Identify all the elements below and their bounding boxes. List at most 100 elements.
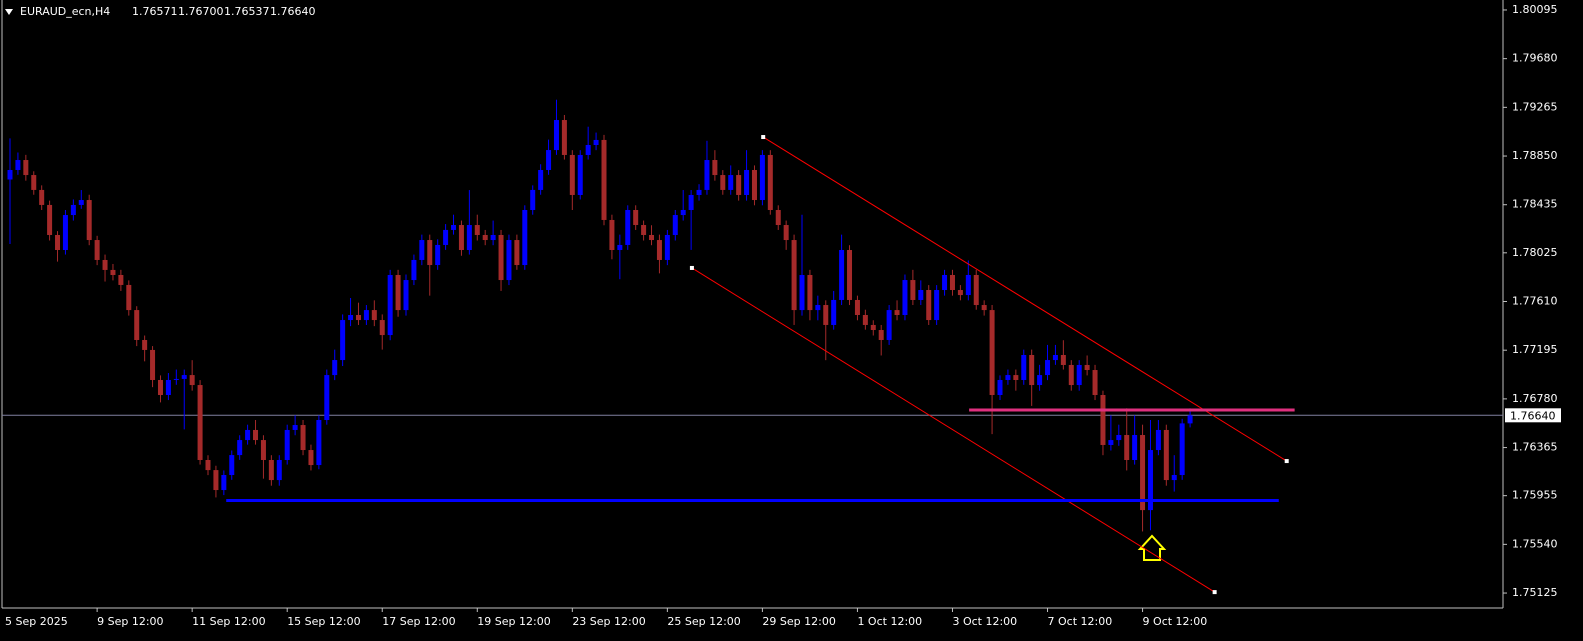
x-tick-label: 15 Sep 12:00 [287,615,360,628]
candle-body [23,160,29,176]
candle-body [593,139,599,146]
candle-body [213,470,219,491]
candle-body [458,225,464,251]
candle-body [728,175,734,190]
candle-body [775,209,781,226]
candle-body [173,378,179,380]
candle-body [1068,364,1074,386]
candle-body [78,200,84,205]
candle-body [894,310,900,315]
x-tick-label: 29 Sep 12:00 [762,615,835,628]
chart-title: EURAUD_ecn,H4 [20,5,110,18]
current-price-label: 1.76640 [1510,409,1556,422]
candle-body [561,120,567,155]
candle-body [704,160,710,190]
candle-body [1084,364,1090,371]
candle-body [181,375,187,379]
candle-body [649,234,655,241]
y-tick-label: 1.77195 [1512,343,1558,356]
candle-body [751,169,757,201]
candle-body [1021,355,1027,380]
candle-body [403,280,409,311]
candle-body [110,269,116,275]
candle-body [1155,429,1161,451]
candle-body [15,160,21,170]
candle-body [569,154,575,195]
candle-body [482,234,488,241]
candle-body [656,240,662,260]
candle-body [1171,475,1177,481]
candle-body [973,274,979,306]
candle-body [324,375,330,420]
trend-anchor [1284,459,1289,464]
candle-body [379,320,385,336]
candle-body [31,175,37,190]
candle-body [1100,395,1106,445]
candle-body [411,259,417,281]
candle-body [878,330,884,340]
candle-body [189,375,195,386]
candle-body [1013,375,1019,380]
candle-body [807,274,813,311]
header-value: 1.76571 [132,5,178,18]
y-tick-label: 1.78025 [1512,246,1558,259]
candle-body [886,310,892,340]
candle-body [355,314,361,321]
header-value: 1.76700 [178,5,224,18]
x-tick-label: 9 Sep 12:00 [97,615,163,628]
candle-body [870,324,876,331]
candle-body [435,244,441,266]
header-value: 1.76537 [224,5,270,18]
candle-body [522,209,528,266]
candle-body [759,154,765,201]
candle-body [506,240,512,281]
candle-body [989,310,995,396]
candle-body [617,244,623,251]
candle-body [348,314,354,321]
candle-body [1116,435,1122,441]
candle-body [736,175,742,195]
candle-body [443,229,449,245]
candle-body [1092,370,1098,396]
x-tick-label: 17 Sep 12:00 [382,615,455,628]
candle-body [39,189,45,205]
candle-body [62,215,68,251]
x-tick-label: 9 Oct 12:00 [1143,615,1208,628]
candle-body [577,154,583,195]
menu-triangle [5,9,13,15]
candle-body [1037,375,1043,386]
y-tick-label: 1.80095 [1512,3,1558,16]
candle-body [332,360,338,376]
candle-body [276,460,282,481]
candle-body [387,274,393,336]
candle-body [118,274,124,285]
candle-body [530,189,536,210]
trend-anchor [689,265,694,270]
candle-body [799,274,805,311]
candle-body [831,299,837,325]
candle-body [70,204,76,216]
candle-body [245,429,251,441]
candle-body [205,460,211,471]
candle-body [142,339,148,350]
candle-body [514,240,520,266]
candle-body [466,225,472,251]
candle-body [474,225,480,235]
candle-body [86,200,92,241]
y-tick-label: 1.79265 [1512,100,1558,113]
candle-body [268,460,274,481]
y-tick-label: 1.79680 [1512,52,1558,65]
candle-body [862,314,868,325]
candle-body [609,219,615,251]
y-tick-label: 1.75540 [1512,537,1558,550]
candle-body [1108,440,1114,445]
candle-body [601,139,607,220]
candle-body [1140,435,1146,511]
y-tick-label: 1.78435 [1512,198,1558,211]
x-tick-label: 19 Sep 12:00 [477,615,550,628]
candle-body [783,225,789,241]
candle-body [910,280,916,300]
candle-body [1163,429,1169,481]
trend-anchor [1212,590,1217,595]
candle-body [633,209,639,226]
